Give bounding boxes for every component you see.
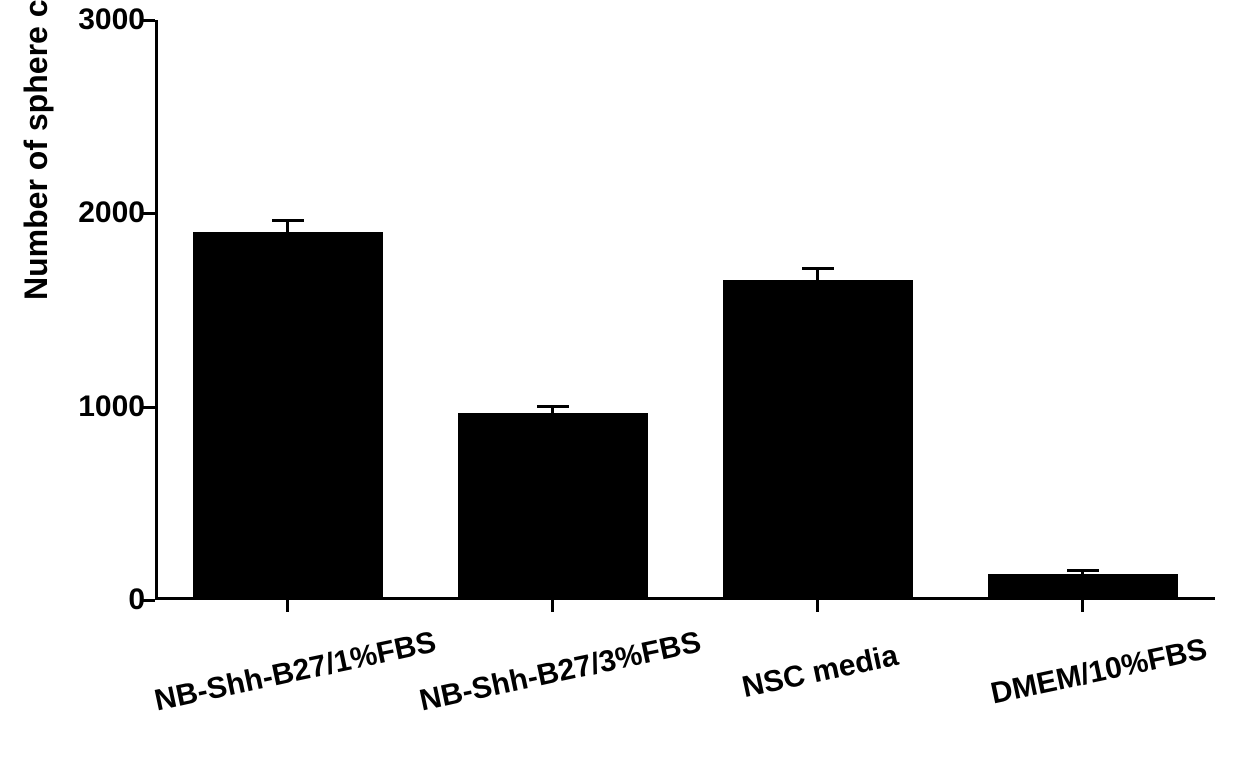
x-tick <box>286 600 289 612</box>
x-tick-label: DMEM/10%FBS <box>988 632 1210 711</box>
error-bar-cap <box>1067 569 1099 572</box>
error-bar-cap <box>802 267 834 270</box>
y-tick-label: 3000 <box>78 3 145 37</box>
y-tick-label: 2000 <box>78 196 145 230</box>
bar <box>193 232 383 597</box>
bar <box>723 280 913 597</box>
error-bar-cap <box>537 405 569 408</box>
x-axis-line <box>155 597 1215 600</box>
y-axis-title: Number of sphere cells/mL <box>18 0 55 300</box>
error-bar-cap <box>272 219 304 222</box>
x-tick <box>1081 600 1084 612</box>
y-tick-label: 0 <box>128 583 145 617</box>
bar <box>988 574 1178 597</box>
x-tick-label: NB-Shh-B27/1%FBS <box>151 626 439 719</box>
bar <box>458 413 648 597</box>
y-tick-label: 1000 <box>78 390 145 424</box>
plot-area <box>155 20 1215 600</box>
y-axis-line <box>155 20 158 600</box>
x-tick-label: NB-Shh-B27/3%FBS <box>416 626 704 719</box>
x-tick-label: NSC media <box>739 639 901 705</box>
x-tick <box>816 600 819 612</box>
x-tick <box>551 600 554 612</box>
bar-chart: Number of sphere cells/mL 0100020003000 … <box>0 0 1240 782</box>
